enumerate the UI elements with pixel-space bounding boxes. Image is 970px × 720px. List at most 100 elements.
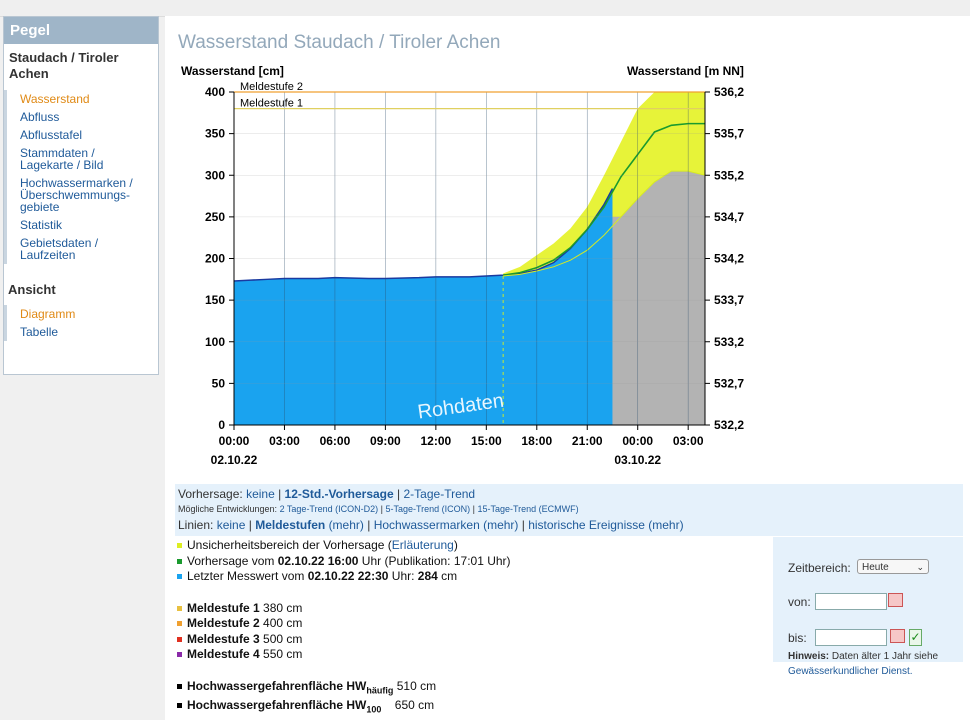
sidebar-item-abflusstafel[interactable]: Abflusstafel <box>4 126 158 144</box>
bullet-icon <box>177 574 182 579</box>
y-tick-label: 350 <box>205 127 225 141</box>
forecast-options: Vorhersage: keine | 12-Std.-Vorhersage |… <box>178 487 476 501</box>
legend-hw-haeufig: Hochwassergefahrenfläche HWhäufig 510 cm <box>175 679 773 699</box>
sidebar-item-tabelle[interactable]: Tabelle <box>4 323 158 341</box>
legend-last-time: 02.10.22 22:30 <box>307 569 389 583</box>
sidebar-item-wasserstand[interactable]: Wasserstand <box>4 90 158 108</box>
lines-meldestufen-more-link[interactable]: (mehr) <box>328 518 364 532</box>
confirm-check-icon[interactable]: ✓ <box>909 629 922 646</box>
bis-date-input[interactable] <box>815 629 887 646</box>
x-tick-label: 21:00 <box>572 434 603 448</box>
legend-uncertainty: Unsicherheitsbereich der Vorhersage (Erl… <box>175 538 773 554</box>
chevron-down-icon: ⌄ <box>916 562 924 572</box>
measured-area <box>234 188 613 425</box>
level-name: Meldestufe 1 <box>187 600 260 615</box>
level-value: 400 cm <box>263 616 303 630</box>
legend-last-prefix: Letzter Messwert vom <box>187 569 308 583</box>
gewaesserkundlicher-dienst-link[interactable]: Gewässerkundlicher Dienst. <box>788 666 913 677</box>
station-name: Staudach / Tiroler Achen <box>9 50 119 81</box>
hw-value: 510 cm <box>396 678 437 693</box>
sidebar-item-statistik[interactable]: Statistik <box>4 216 158 234</box>
uncertainty-band <box>503 92 705 276</box>
level-value: 550 cm <box>263 647 303 661</box>
legend-forecast-prefix: Vorhersage vom <box>187 553 278 568</box>
bis-label: bis: <box>788 631 807 645</box>
x-tick-label: 00:00 <box>219 434 250 448</box>
y-tick-label: 250 <box>205 210 225 224</box>
lines-hochwassermarken-link[interactable]: Hochwassermarken (mehr) <box>373 518 519 532</box>
trend-icon-d2-link[interactable]: 2 Tage-Trend (ICON-D2) <box>279 504 379 514</box>
zeitbereich-select[interactable]: Heute ⌄ <box>857 559 929 574</box>
hw-subscript: 100 <box>366 704 382 715</box>
hint-label: Hinweis: <box>788 651 830 662</box>
chart-legend: Unsicherheitsbereich der Vorhersage (Erl… <box>175 538 773 718</box>
bullet-icon <box>177 703 182 709</box>
options-box: Vorhersage: keine | 12-Std.-Vorhersage |… <box>175 484 963 536</box>
y-tick-label: 300 <box>205 168 225 182</box>
level-name: Meldestufe 4 <box>187 647 260 661</box>
page-title: Wasserstand Staudach / Tiroler Achen <box>178 32 501 53</box>
legend-last-value-number: 284 <box>417 569 438 583</box>
y-tick-label: 50 <box>212 376 226 390</box>
forecast-12h-link[interactable]: 12-Std.-Vorhersage <box>284 487 394 501</box>
right-y-tick-label: 535,2 <box>714 168 744 182</box>
bullet-icon <box>177 636 182 642</box>
right-y-tick-label: 533,2 <box>714 335 744 349</box>
legend-meldestufe-3: Meldestufe 3 500 cm <box>175 632 773 648</box>
legend-forecast-suffix: Uhr (Publikation: 17:01 Uhr) <box>358 553 511 568</box>
forecast-options-label: Vorhersage: <box>178 487 243 501</box>
y-tick-label: 200 <box>205 252 225 266</box>
calendar-icon[interactable] <box>888 593 903 607</box>
line-options-label: Linien: <box>178 518 214 532</box>
x-tick-label: 12:00 <box>421 434 452 448</box>
measured-line <box>233 188 614 282</box>
level-value: 500 cm <box>263 631 303 646</box>
trend-ecmwf-link[interactable]: 15-Tage-Trend (ECMWF) <box>477 504 579 514</box>
explanation-link[interactable]: Erläuterung <box>391 538 454 552</box>
lines-meldestufen-link[interactable]: Meldestufen <box>255 518 326 532</box>
x-date-label: 03.10.22 <box>614 453 661 467</box>
sidebar-header: Pegel <box>4 17 158 44</box>
right-axis-title: Wasserstand [m NN] <box>627 64 744 78</box>
x-tick-label: 00:00 <box>622 434 653 448</box>
calendar-icon[interactable] <box>890 629 905 643</box>
hw-value: 650 cm <box>394 698 435 713</box>
sidebar-item-hochwassermarken[interactable]: Hochwassermarken / Überschwemmungs-gebie… <box>4 174 148 216</box>
von-label: von: <box>788 595 811 609</box>
hw-name: Hochwassergefahrenfläche HW <box>187 678 367 693</box>
bullet-icon <box>177 683 182 689</box>
forecast-none-link[interactable]: keine <box>246 487 275 501</box>
bullet-icon <box>177 605 182 611</box>
legend-meldestufe-4: Meldestufe 4 550 cm <box>175 647 773 663</box>
x-tick-label: 18:00 <box>521 434 552 448</box>
von-date-input[interactable] <box>815 593 887 610</box>
y-tick-label: 150 <box>205 293 225 307</box>
legend-last-unit: cm <box>437 569 458 583</box>
sidebar-item-abfluss[interactable]: Abfluss <box>4 108 158 126</box>
right-y-tick-label: 532,7 <box>714 376 744 390</box>
trend-icon-link[interactable]: 5-Tage-Trend (ICON) <box>385 504 471 514</box>
x-tick-label: 06:00 <box>320 434 351 448</box>
water-level-chart: Meldestufe 1 Meldestufe 2 0 50 100 150 200 250… <box>205 81 744 467</box>
sidebar: Pegel Staudach / Tiroler Achen Wassersta… <box>3 16 159 375</box>
legend-last-mid: Uhr: <box>388 569 418 583</box>
x-tick-label: 15:00 <box>471 434 502 448</box>
x-tick-label: 03:00 <box>673 434 704 448</box>
legend-uncertainty-end: ) <box>453 538 458 552</box>
forecast-lower-area <box>612 171 705 425</box>
legend-uncertainty-text: Unsicherheitsbereich der Vorhersage ( <box>187 538 392 552</box>
sidebar-item-stammdaten[interactable]: Stammdaten / Lagekarte / Bild <box>4 144 114 174</box>
legend-meldestufe-1: Meldestufe 1 380 cm <box>175 601 773 617</box>
line-options: Linien: keine | Meldestufen (mehr) | Hoc… <box>178 518 684 532</box>
right-y-tick-label: 536,2 <box>714 85 744 99</box>
bullet-icon <box>177 558 182 564</box>
sidebar-item-gebietsdaten[interactable]: Gebietsdaten / Laufzeiten <box>4 234 114 264</box>
lines-historic-link[interactable]: historische Ereignisse (mehr) <box>528 518 684 532</box>
right-y-tick-label: 534,2 <box>714 252 744 266</box>
y-tick-label: 100 <box>205 335 225 349</box>
sidebar-item-diagramm[interactable]: Diagramm <box>4 305 158 323</box>
forecast-2day-link[interactable]: 2-Tage-Trend <box>403 487 476 501</box>
lines-none-link[interactable]: keine <box>216 518 246 532</box>
y-tick-label: 400 <box>205 85 225 99</box>
right-y-tick-label: 535,7 <box>714 127 744 141</box>
